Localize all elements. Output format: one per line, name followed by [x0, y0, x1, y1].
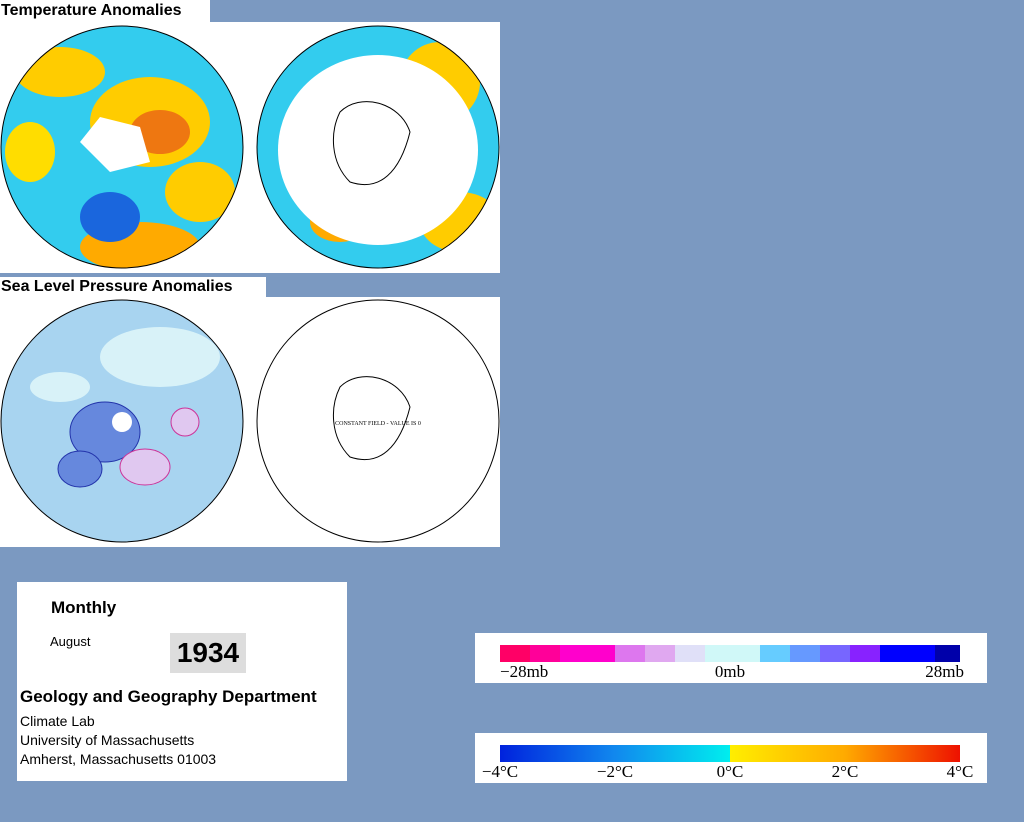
year: 1934: [170, 633, 246, 673]
panel-title: Temperature Anomalies: [0, 0, 210, 22]
pressure-legend: −28mb 0mb 28mb: [475, 633, 987, 683]
temperature-legend: −4°C −2°C 0°C 2°C 4°C: [475, 733, 987, 783]
map-note: CONSTANT FIELD - VALUE IS 0: [335, 421, 421, 427]
legend-label: 0°C: [717, 762, 744, 781]
address-line: Climate Lab: [20, 713, 95, 729]
legend-label: 28mb: [925, 662, 964, 681]
panel-title: Sea Level Pressure Anomalies: [0, 277, 266, 297]
address-line: Amherst, Massachusetts 01003: [20, 751, 217, 767]
north-globe: [1, 300, 243, 542]
south-globe: [257, 26, 499, 268]
legend-label: −2°C: [597, 762, 633, 781]
address: Climate Lab University of Massachusetts …: [20, 712, 216, 769]
period: Monthly: [51, 598, 117, 617]
legend-label: 2°C: [832, 762, 859, 781]
legend-label: −28mb: [500, 662, 548, 681]
department: Geology and Geography Department: [20, 687, 317, 706]
pressure-maps: CONSTANT FIELD - VALUE IS 0: [0, 297, 500, 547]
legend-label: −4°C: [482, 762, 518, 781]
info-box: Monthly August 1934 Geology and Geograph…: [17, 582, 347, 781]
month: August: [50, 634, 91, 649]
color-bar: [500, 645, 960, 662]
legend-label: 4°C: [947, 762, 974, 781]
north-globe: [1, 26, 243, 268]
address-line: University of Massachusetts: [20, 732, 195, 748]
legend-label: 0mb: [715, 662, 745, 681]
color-bar: [500, 745, 960, 762]
temperature-maps: [0, 22, 500, 273]
